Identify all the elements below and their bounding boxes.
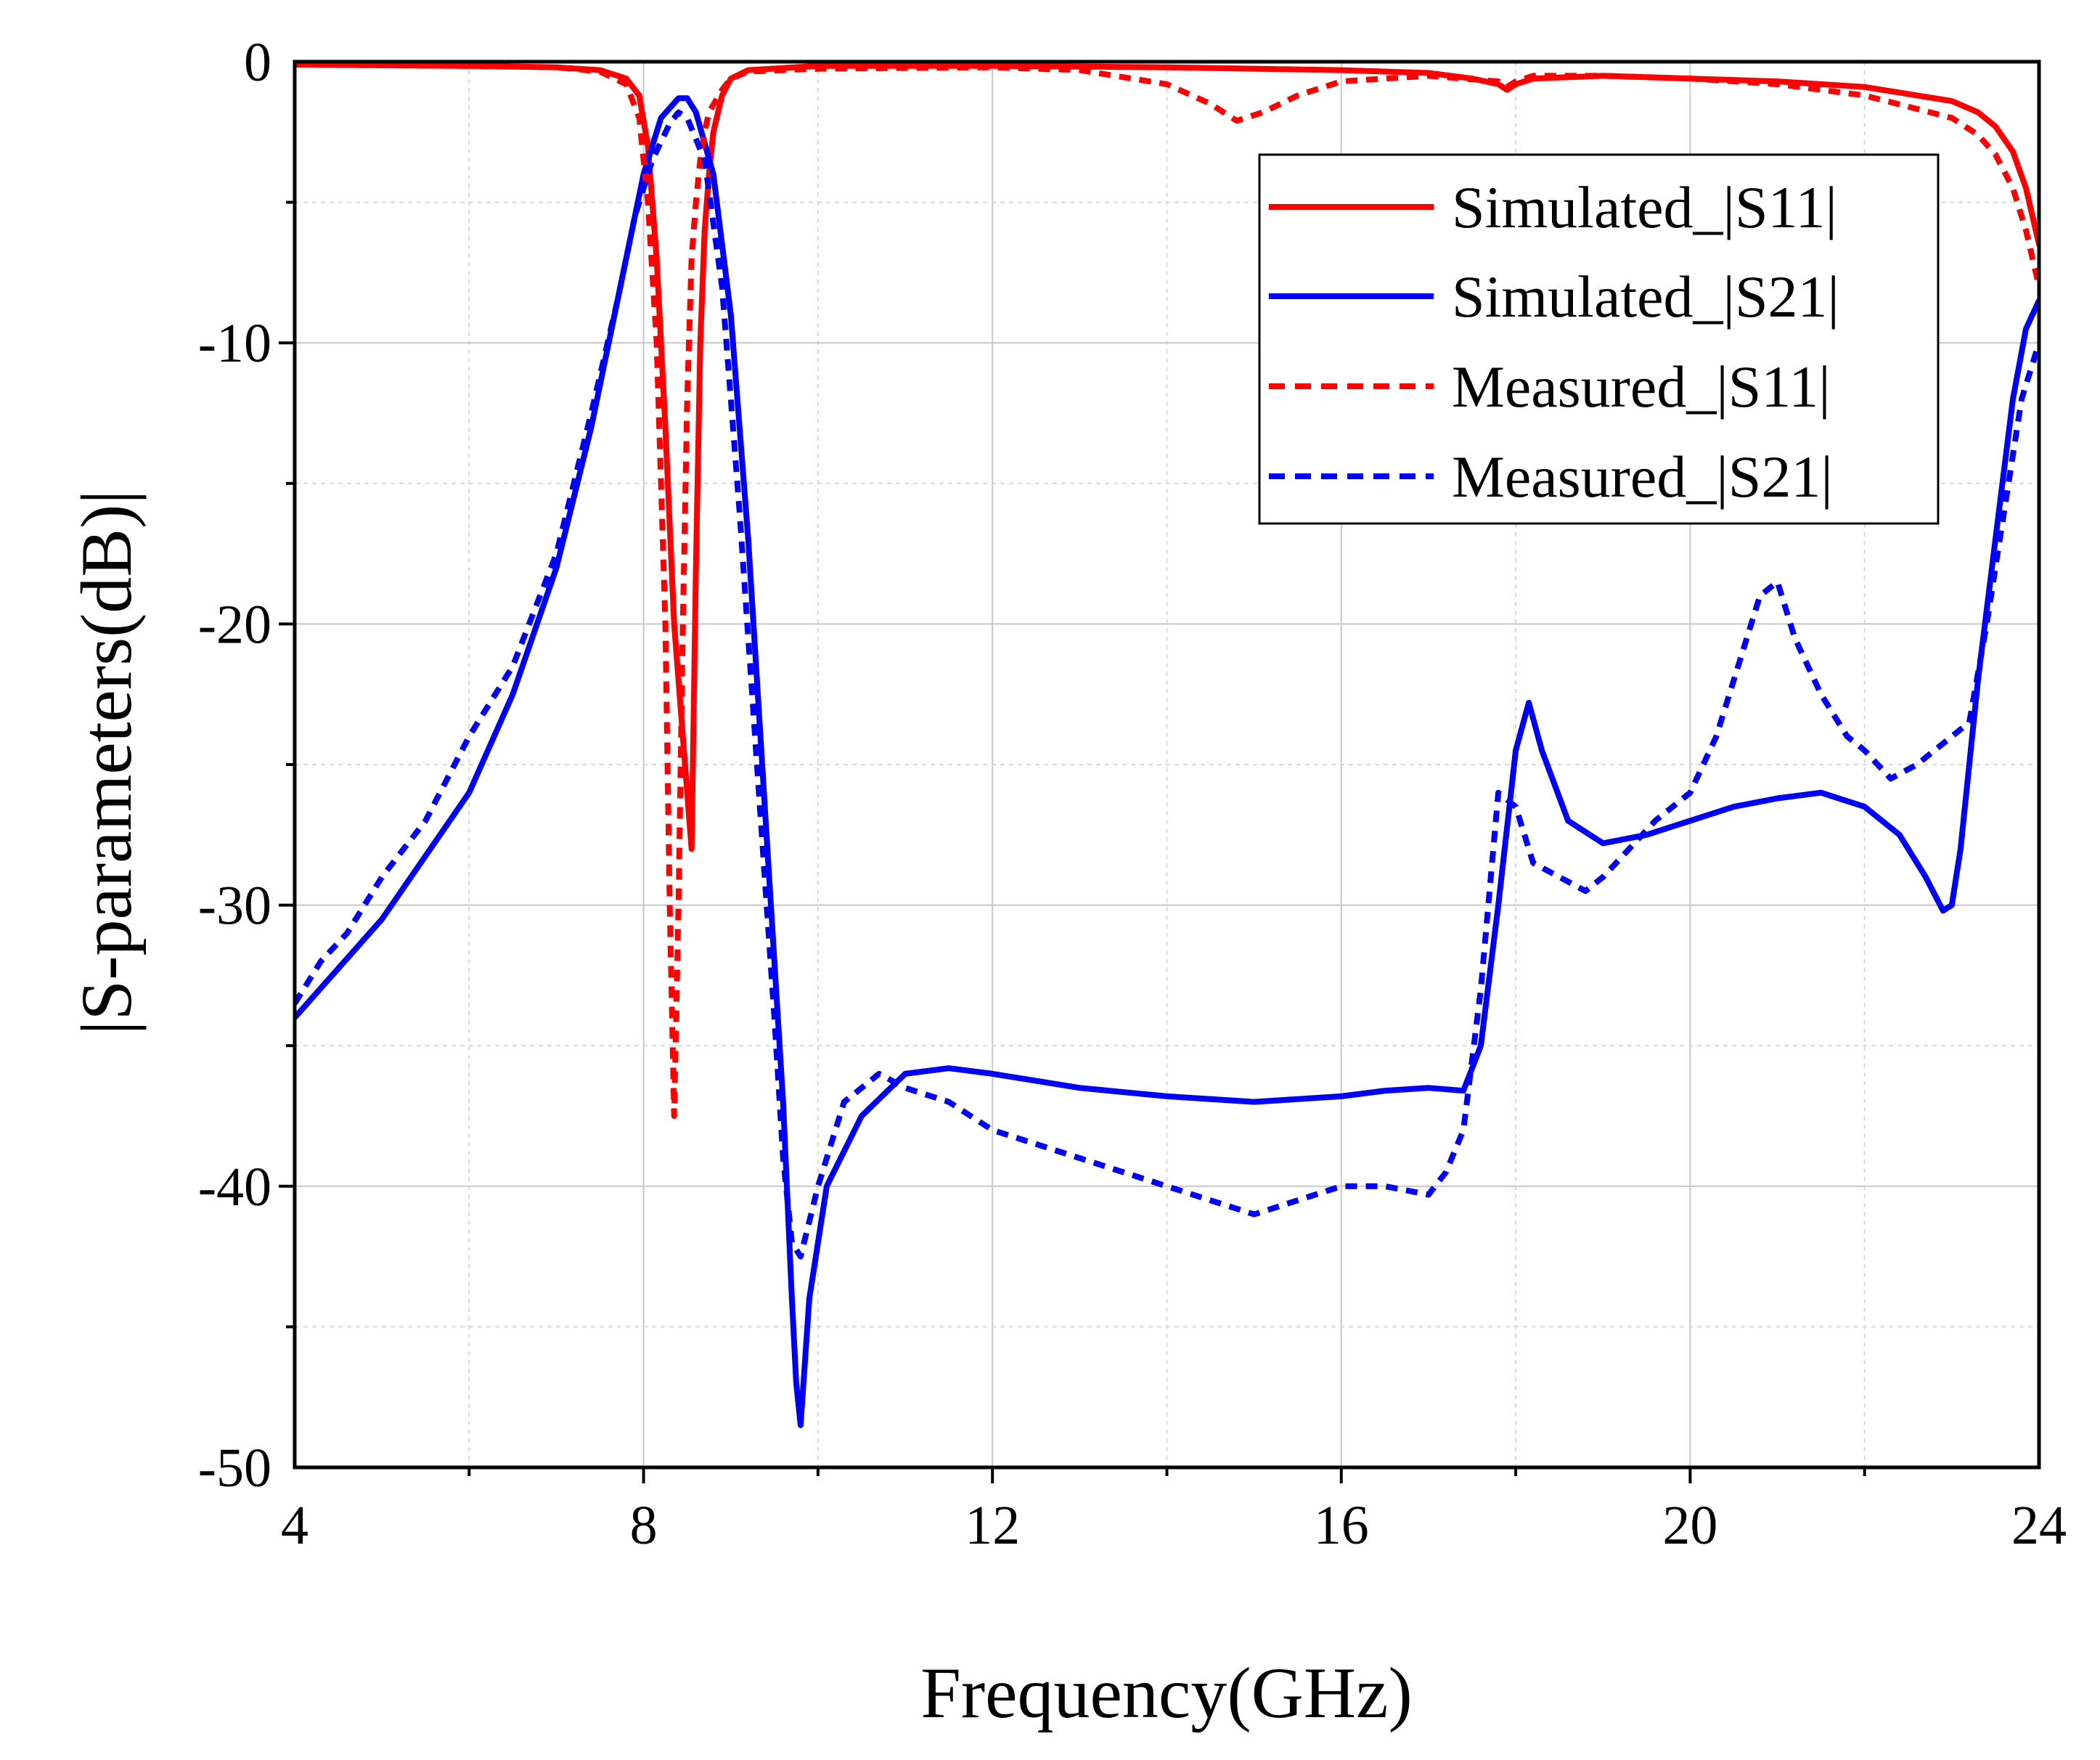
legend-label-simulated-s11: Simulated_|S11| <box>1452 174 1837 240</box>
legend-label-measured-s21: Measured_|S21| <box>1452 444 1833 510</box>
legend-label-measured-s11: Measured_|S11| <box>1452 354 1831 420</box>
axis-ticks <box>279 200 1866 1483</box>
series-line-measured-s11 <box>295 62 2039 1119</box>
x-tick-label: 12 <box>965 1495 1020 1556</box>
y-tick-label: -30 <box>198 876 271 937</box>
series-line-simulated-s11 <box>295 62 2039 852</box>
series-line-simulated-s21 <box>295 95 2039 1428</box>
series-line-measured-s21 <box>295 109 2039 1260</box>
y-tick-label: -50 <box>198 1438 271 1499</box>
legend-label-simulated-s21: Simulated_|S21| <box>1452 264 1839 330</box>
x-axis-label: Frequency(GHz) <box>920 1653 1413 1733</box>
y-tick-label: -10 <box>198 313 271 374</box>
x-tick-label: 8 <box>630 1495 658 1556</box>
x-tick-label: 4 <box>281 1495 309 1556</box>
y-tick-label: -20 <box>198 594 271 655</box>
y-axis-label: |S-parameters(dB)| <box>66 490 147 1035</box>
y-tick-label: -40 <box>198 1157 271 1218</box>
x-tick-label: 20 <box>1662 1495 1717 1556</box>
x-tick-label: 24 <box>2011 1495 2067 1556</box>
tick-labels: 4 8 12 16 20 24 0 -10 -20 -30 -40 -50 <box>198 32 2067 1556</box>
series-layer <box>295 62 2039 1428</box>
legend: Simulated_|S11| Simulated_|S21| Measured… <box>1258 153 1940 525</box>
x-tick-label: 16 <box>1314 1495 1369 1556</box>
y-tick-label: 0 <box>244 32 271 93</box>
legend-box <box>1258 153 1940 525</box>
